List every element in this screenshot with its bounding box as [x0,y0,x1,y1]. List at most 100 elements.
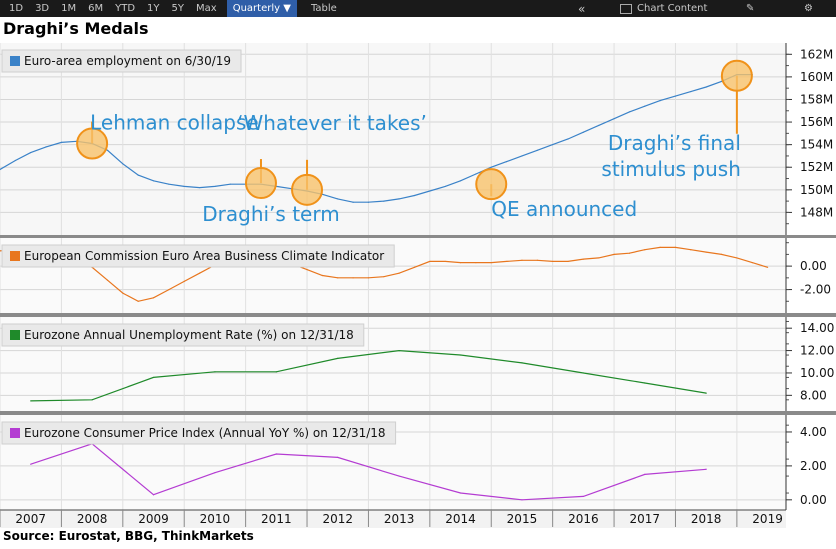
period-5y[interactable]: 5Y [171,3,185,14]
data-point [214,472,216,474]
legend-box [1,421,397,445]
period-max[interactable]: Max [196,3,217,14]
table-button[interactable]: Table [310,3,337,14]
medal-icon [291,173,324,206]
y-tick-label: 4.00 [800,425,827,439]
chart-area: 148M 150M 152M 154M 156M 158M 160M 162M Euro-are… [0,42,836,528]
data-point [536,149,538,151]
data-point [91,399,93,401]
toolbar: 1D 3D 1M 6M YTD 1Y 5Y Max Quarterly ▼ Table « C… [0,0,836,17]
x-tick-label: 2017 [629,512,660,526]
dropdown-arrow-icon: ▼ [283,3,291,14]
data-point [152,494,155,496]
data-point [506,260,508,263]
legend: Eurozone Consumer Price Index (Annual Yo… [1,421,397,445]
annotation-label: Lehman collapse [90,111,259,135]
data-point [613,253,615,256]
panel-divider [0,235,836,238]
data-point [306,269,308,271]
medal-icon [475,168,508,201]
data-point [152,180,155,182]
data-point [337,277,339,279]
data-point [582,258,584,260]
data-point [398,198,400,200]
data-point [198,272,201,274]
annotation-label: Draghi’s final [608,131,741,155]
annotation-label: Draghi’s term [202,202,339,226]
x-tick-label: 2007 [15,512,46,526]
data-point [398,349,400,352]
data-point [659,100,661,102]
data-point [521,155,523,157]
period-1d[interactable]: 1D [9,3,24,14]
panel-divider [0,411,836,415]
data-point [152,376,155,379]
data-point [674,246,677,248]
data-point [459,492,462,494]
medal-icon [76,127,109,160]
period-3d[interactable]: 3D [35,3,50,14]
data-point [275,453,277,455]
data-point [674,95,677,97]
data-point [644,382,646,384]
data-point [613,118,615,120]
y-tick-label: 2.00 [800,459,827,473]
data-point [475,262,477,264]
data-point [122,292,124,294]
data-point [598,124,600,127]
chart-content-button[interactable]: Chart Content [637,3,708,14]
data-point [659,246,661,248]
data-point [720,253,723,256]
data-point [490,262,492,264]
period-1m[interactable]: 1M [61,3,77,14]
data-point [490,166,492,168]
period-6m[interactable]: 6M [88,3,104,14]
data-point [352,201,354,203]
data-point [383,276,385,278]
data-point [705,251,707,253]
data-point [628,111,631,113]
data-point [690,90,692,93]
y-tick-label: 148M [800,205,833,219]
panel-divider [0,313,836,317]
period-1y[interactable]: 1Y [147,3,160,14]
data-point [106,279,109,281]
data-point [751,262,753,264]
legend-label: Euro-area employment on 6/30/19 [24,54,231,68]
data-point [137,174,139,176]
data-point [321,274,323,277]
frequency-dropdown[interactable]: Quarterly ▼ [226,0,297,17]
edit-icon[interactable]: ✎ [746,3,755,14]
annotation-label: stimulus push [601,157,740,181]
data-point [429,190,431,192]
data-point [413,266,416,268]
x-axis-band [0,510,786,528]
y-tick-label: 8.00 [800,388,827,402]
data-point [168,183,170,185]
data-point [367,277,370,279]
panel-background [0,43,786,235]
period-ytd[interactable]: YTD [115,3,136,14]
legend-label: Eurozone Consumer Price Index (Annual Yo… [24,426,386,440]
data-point [198,186,201,189]
data-point [582,495,584,498]
data-point [337,357,339,360]
data-point [766,266,769,268]
medal-icon [244,167,277,200]
y-tick-label: 0.00 [800,259,827,273]
annotation-label: QE announced [491,197,637,221]
x-tick-label: 2008 [77,512,108,526]
data-point [582,131,584,133]
x-tick-label: 2010 [200,512,231,526]
y-tick-label: 152M [800,160,833,174]
annotations: Lehman collapse Draghi’s term ‘Whatever it… [76,59,753,226]
data-point [459,354,462,356]
settings-gear-icon[interactable]: ⚙ [804,3,813,14]
data-point [337,198,339,200]
panel-4: 0.00 2.00 4.00 Eurozone Consumer Price Inde… [0,415,827,510]
series-line [30,349,707,402]
data-point [521,362,523,364]
data-point [567,260,569,263]
data-point [567,138,569,140]
collapse-icon[interactable]: « [578,1,586,16]
